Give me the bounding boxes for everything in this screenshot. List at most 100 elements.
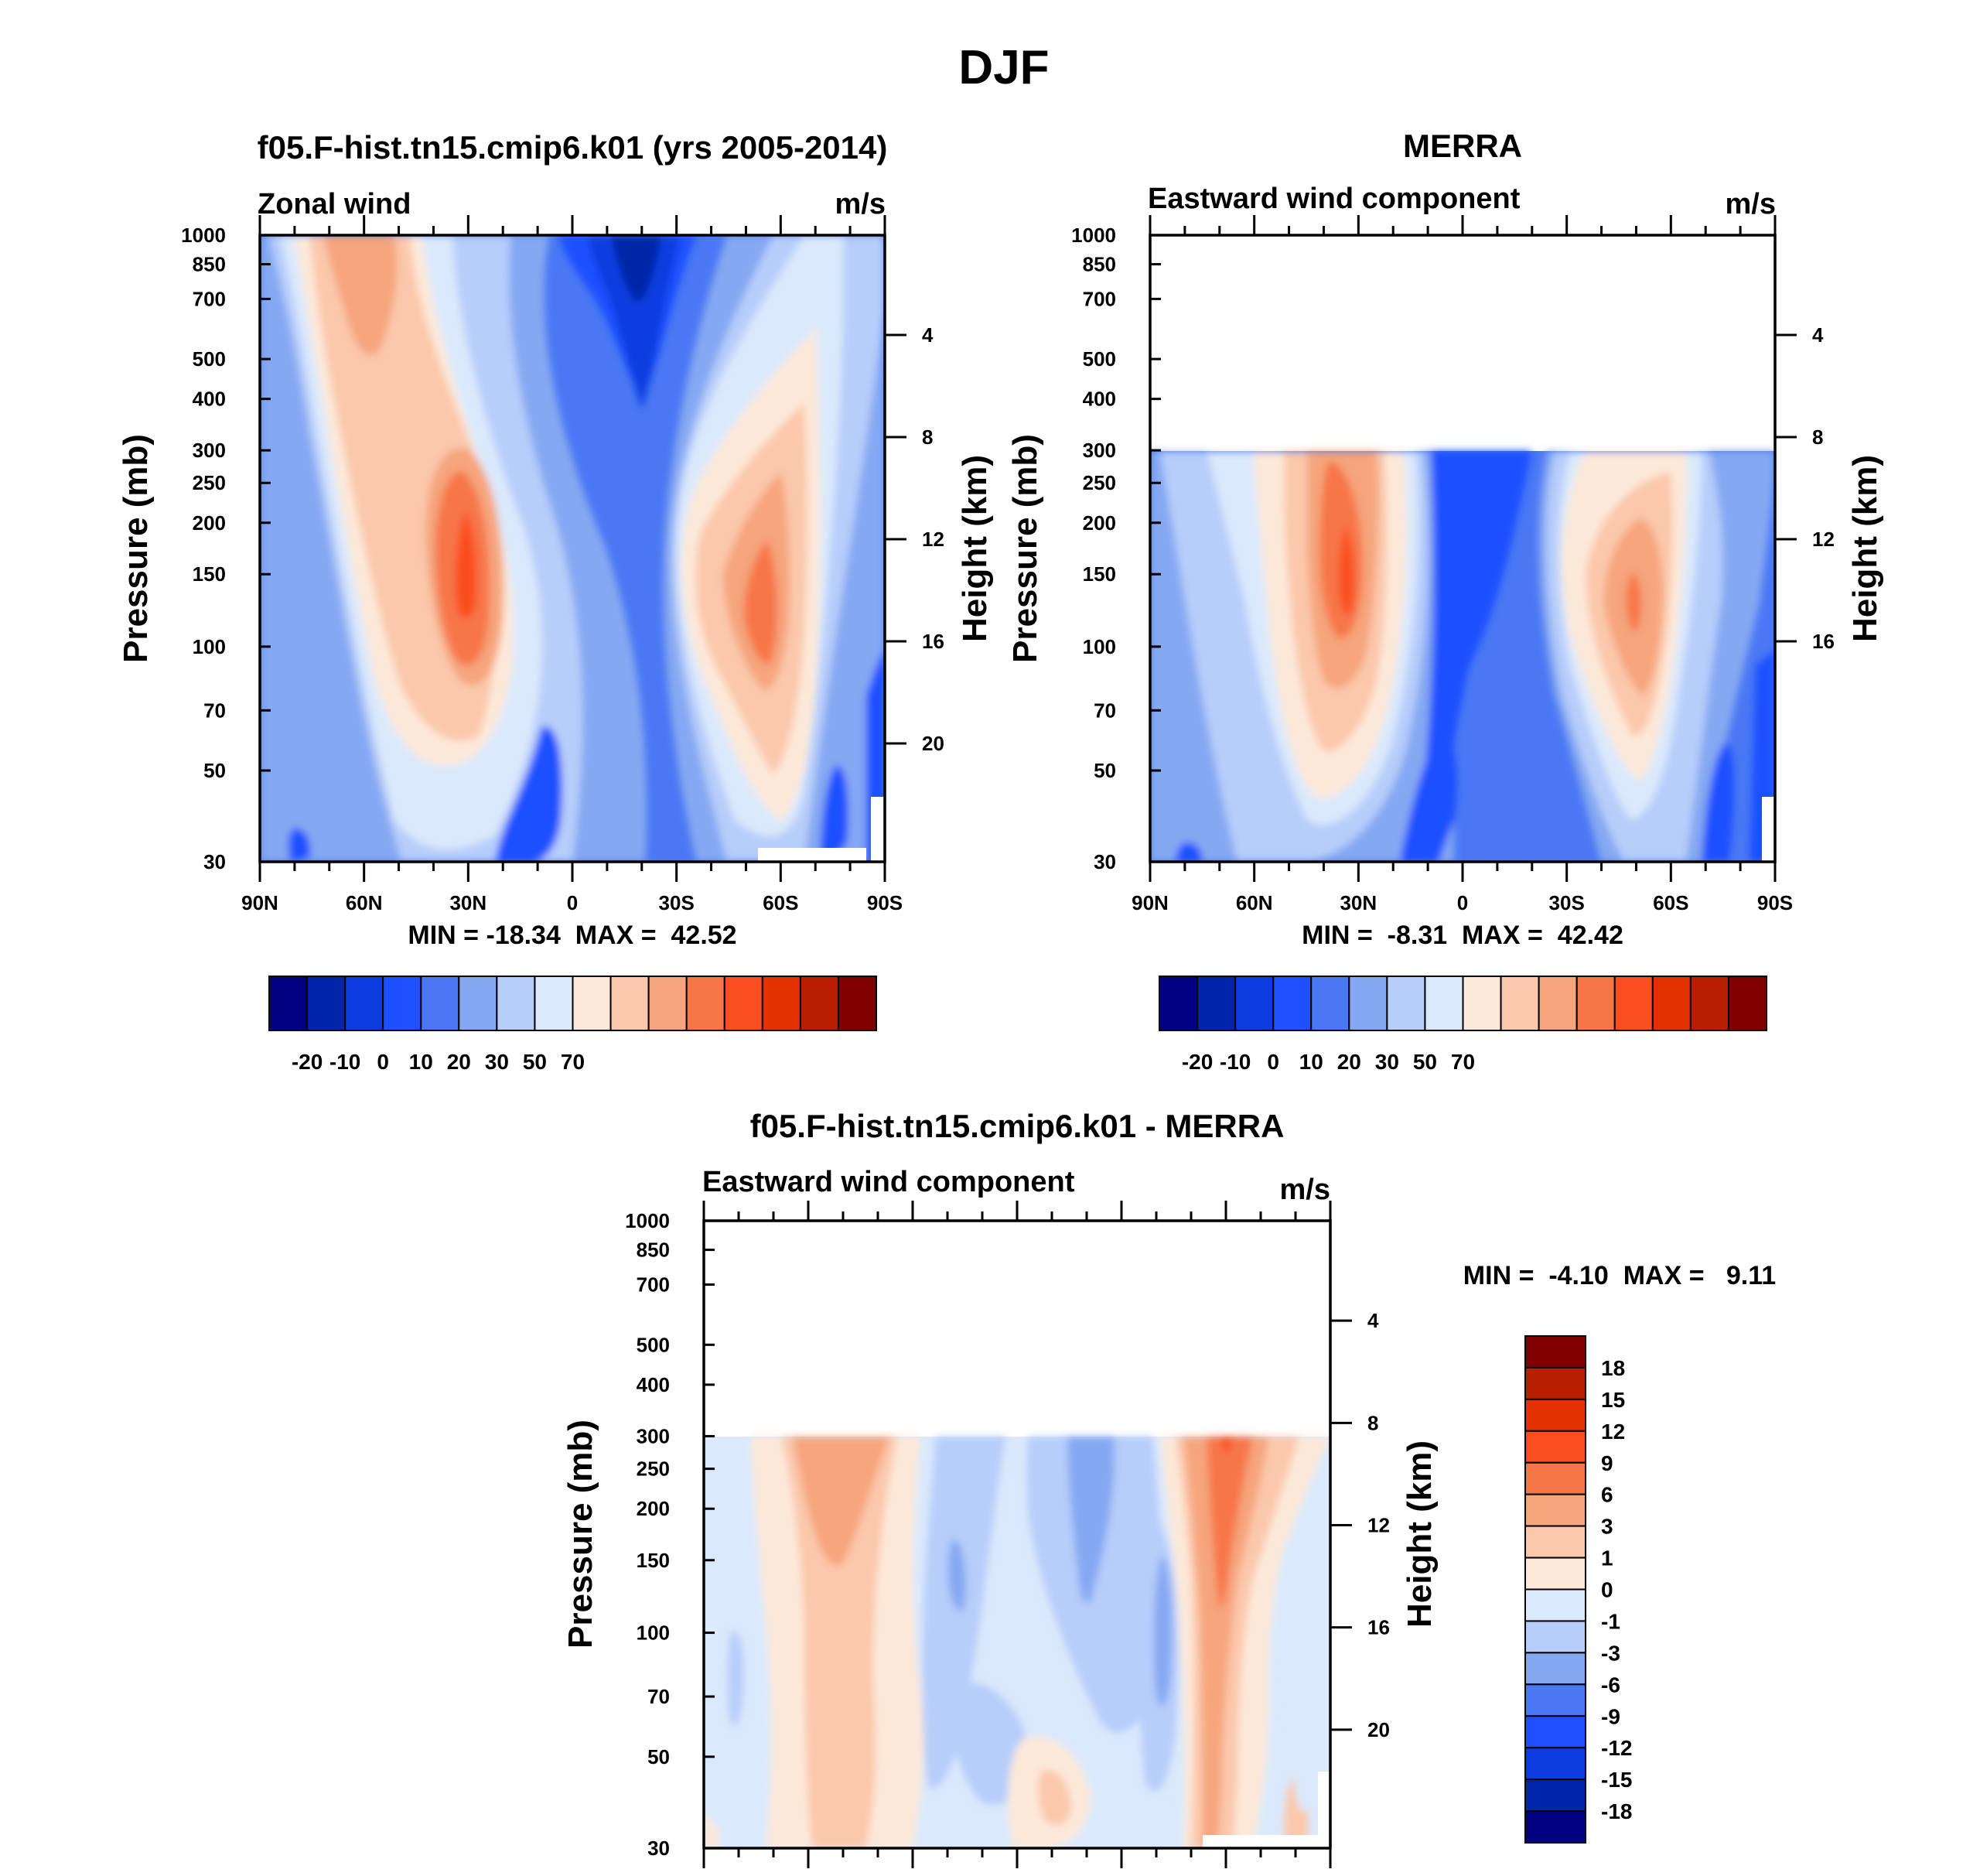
panel-model-units: m/s (835, 188, 886, 220)
x-tick-label: 30N (1340, 891, 1377, 914)
height-tick-label: 4 (1367, 1309, 1379, 1332)
height-tick-label: 4 (922, 323, 934, 347)
field-contour (743, 542, 778, 665)
colorbar-box (1524, 1430, 1586, 1464)
colorbar-label: -3 (1601, 1641, 1620, 1665)
field-contour (455, 511, 477, 618)
panel-obs-title: MERRA (1403, 128, 1522, 164)
y-axis-label: Pressure (mb) (1006, 434, 1044, 663)
colorbar-label: -1 (1601, 1609, 1620, 1633)
y-tick-label: 100 (193, 635, 226, 658)
colorbar-box (1197, 976, 1237, 1031)
y-tick-label: 500 (1083, 347, 1116, 371)
y-tick-label: 70 (647, 1685, 670, 1708)
x-tick-label: 90S (1757, 891, 1793, 914)
colorbar-box (572, 976, 612, 1031)
y-tick-label: 200 (1083, 511, 1116, 535)
colorbar-box (1538, 976, 1578, 1031)
colorbar-box (1524, 1747, 1586, 1781)
panel-difference: f05.F-hist.tn15.cmip6.k01 - MERRA Eastwa… (562, 1108, 1776, 1868)
panel-diff-title: f05.F-hist.tn15.cmip6.k01 - MERRA (750, 1108, 1285, 1144)
colorbar-label: -12 (1601, 1736, 1632, 1760)
field-contour (1038, 1770, 1071, 1826)
colorbar-box (1500, 976, 1540, 1031)
colorbar-label: -6 (1601, 1673, 1620, 1697)
colorbar-box (647, 976, 688, 1031)
y-tick-label: 1000 (1071, 224, 1116, 247)
y-axis-pressure: 30 50 70 100 150 200 250 300 400 500 700 850 1000 (625, 1209, 715, 1860)
field-contour (727, 1631, 744, 1727)
colorbar-box (420, 976, 460, 1031)
height-tick-label: 12 (1367, 1513, 1390, 1536)
y-axis-pressure: 30 50 70 100 150 200 250 300 400 500 700 850 1000 (1071, 224, 1161, 873)
colorbar-box (1524, 1366, 1586, 1400)
y-tick-label: 150 (637, 1549, 670, 1572)
colorbar-label: 0 (1601, 1578, 1613, 1602)
y-tick-label: 400 (1083, 388, 1116, 411)
field-contour (1176, 842, 1203, 862)
field-contour (1626, 572, 1641, 631)
x-tick-label: 0 (1457, 891, 1468, 914)
colorbar-box (723, 976, 763, 1031)
panel-diff-field (704, 1437, 1330, 1848)
y-tick-label: 500 (193, 347, 226, 371)
y-tick-label: 150 (1083, 562, 1116, 586)
y-tick-label: 300 (1083, 439, 1116, 462)
field-contour (1400, 733, 1457, 862)
field-contour (1153, 1555, 1172, 1707)
y-tick-label: 400 (193, 388, 226, 411)
colorbar-label: -15 (1601, 1768, 1632, 1792)
colorbar-label: 70 (1451, 1050, 1475, 1074)
colorbar-box (1524, 1493, 1586, 1527)
colorbar-box (344, 976, 384, 1031)
colorbar-label: 30 (1375, 1050, 1399, 1074)
x-tick-label: 30N (449, 891, 486, 914)
colorbar-label: 20 (447, 1050, 471, 1074)
field-contour (951, 1682, 1029, 1805)
panel-model-title: f05.F-hist.tn15.cmip6.k01 (yrs 2005-2014… (258, 129, 888, 166)
field-contour (820, 765, 848, 862)
missing-data-patch (1203, 1835, 1319, 1848)
colorbar-box (1524, 1620, 1586, 1654)
colorbar-box (1424, 976, 1464, 1031)
y-tick-label: 100 (1083, 635, 1116, 658)
figure-title: DJF (958, 41, 1049, 94)
colorbar-label: 10 (1299, 1050, 1323, 1074)
height-tick-label: 20 (922, 732, 944, 755)
colorbar-box (382, 976, 422, 1031)
field-contour (588, 235, 681, 410)
colorbar-box (1462, 976, 1502, 1031)
colorbar-box (761, 976, 801, 1031)
height-tick-label: 16 (1367, 1616, 1390, 1639)
y-tick-label: 50 (203, 759, 226, 782)
colorbar-label: 9 (1601, 1451, 1613, 1475)
colorbar-box (1524, 1588, 1586, 1622)
y-axis-height: 20 16 12 8 4 (1330, 1309, 1390, 1741)
panel-diff-variable: Eastward wind component (702, 1166, 1075, 1198)
colorbar-label: 50 (523, 1050, 547, 1074)
colorbar-box (1524, 1715, 1586, 1749)
colorbar-label: 18 (1601, 1356, 1625, 1380)
y-tick-label: 250 (637, 1457, 670, 1481)
field-contour (1339, 526, 1354, 614)
y-axis-pressure: 30 50 70 100 150 200 250 300 400 500 700 850 1000 (181, 224, 271, 873)
y-tick-label: 300 (193, 439, 226, 462)
x-tick-label: 90N (1132, 891, 1169, 914)
y-tick-label: 1000 (625, 1209, 670, 1232)
y-tick-label: 50 (1094, 759, 1116, 782)
colorbar-box (534, 976, 574, 1031)
height-tick-label: 16 (922, 630, 944, 653)
y-axis-height: 20 16 12 8 4 (885, 323, 944, 755)
panel-obs-stats: MIN = -8.31 MAX = 42.42 (1302, 921, 1623, 950)
y-tick-label: 300 (637, 1424, 670, 1447)
field-contour (323, 235, 398, 355)
colorbar-box (1234, 976, 1275, 1031)
missing-data-patch (1762, 797, 1775, 862)
colorbar-box (609, 976, 650, 1031)
panel-model-stats: MIN = -18.34 MAX = 42.52 (408, 921, 736, 950)
field-contour (922, 1437, 1005, 1789)
colorbar-box (799, 976, 839, 1031)
colorbar-label: 0 (1267, 1050, 1279, 1074)
y-tick-label: 850 (637, 1239, 670, 1262)
